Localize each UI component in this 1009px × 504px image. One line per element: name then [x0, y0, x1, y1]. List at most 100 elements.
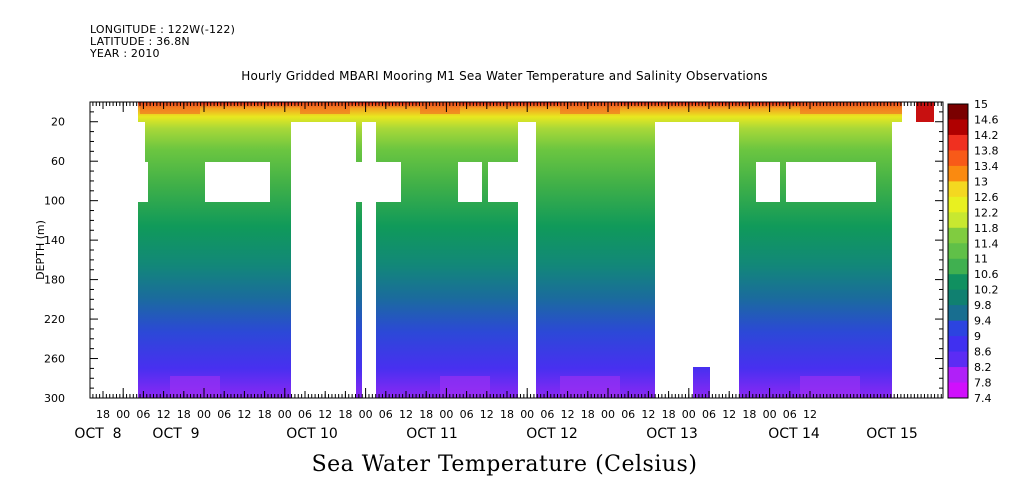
y-tick-label: 140 — [44, 234, 65, 247]
y-tick-label: 60 — [51, 155, 65, 168]
colorbar-swatch — [948, 336, 968, 353]
no-data-gap — [138, 162, 148, 202]
x-hour-label: 00 — [359, 408, 373, 421]
colorbar-label: 7.4 — [974, 392, 992, 405]
no-data-gap — [356, 162, 401, 202]
x-hour-label: 18 — [662, 408, 676, 421]
x-hour-label: 00 — [682, 408, 696, 421]
colorbar-label: 8.2 — [974, 361, 992, 374]
no-data-gap — [488, 162, 518, 202]
x-hour-label: 06 — [621, 408, 635, 421]
variable-title: Sea Water Temperature (Celsius) — [311, 452, 698, 477]
colorbar-swatch — [948, 258, 968, 275]
no-data-gap — [786, 162, 876, 202]
colorbar-label: 11.8 — [974, 222, 999, 235]
x-hour-label: 00 — [197, 408, 211, 421]
x-hour-label: 00 — [116, 408, 130, 421]
colorbar-swatch — [948, 165, 968, 182]
x-hour-label: 18 — [742, 408, 756, 421]
x-hour-label: 06 — [460, 408, 474, 421]
x-hour-label: 06 — [379, 408, 393, 421]
x-day-label: OCT 13 — [646, 426, 698, 442]
y-tick-label: 180 — [44, 274, 65, 287]
x-hour-label: 12 — [399, 408, 413, 421]
x-hour-label: 06 — [217, 408, 231, 421]
x-hour-label: 12 — [480, 408, 494, 421]
metadata-block: LONGITUDE : 122W(-122) LATITUDE : 36.8N … — [90, 24, 235, 60]
colorbar-swatch — [948, 181, 968, 198]
x-hour-label: 18 — [500, 408, 514, 421]
x-hour-label: 18 — [338, 408, 352, 421]
x-hour-label: 00 — [439, 408, 453, 421]
x-hour-label: 12 — [318, 408, 332, 421]
warm-surface-patch — [800, 102, 860, 114]
colorbar-label: 8.6 — [974, 346, 992, 359]
cold-bottom-patch — [440, 376, 490, 398]
y-tick-label: 20 — [51, 116, 65, 129]
year-label: YEAR : 2010 — [90, 47, 160, 60]
x-day-label: OCT 9 — [152, 426, 199, 442]
no-data-gap — [458, 162, 482, 202]
no-data-gap — [756, 162, 780, 202]
x-day-label: OCT 11 — [406, 426, 458, 442]
colorbar-label: 9 — [974, 330, 981, 343]
no-data-gap — [892, 122, 935, 398]
no-data-gap — [710, 122, 739, 398]
colorbar-swatch — [948, 134, 968, 151]
colorbar-swatch — [948, 320, 968, 337]
colorbar-swatch — [948, 274, 968, 291]
colorbar-swatch — [948, 119, 968, 136]
x-hour-label: 18 — [96, 408, 110, 421]
no-data-gap — [90, 102, 138, 398]
x-hour-label: 12 — [641, 408, 655, 421]
colorbar-label: 14.6 — [974, 113, 999, 126]
no-data-gap — [655, 122, 693, 398]
plot-axes: 20 60 100 140 180 220 260 300 DEPTH (m) 18 00 06 12 1… — [34, 101, 944, 442]
cold-bottom-patch — [560, 376, 620, 398]
x-day-label: OCT 12 — [526, 426, 578, 442]
warm-surface-patch — [915, 102, 934, 122]
x-hour-label: 00 — [601, 408, 615, 421]
colorbar-label: 13.4 — [974, 160, 999, 173]
colorbar-label: 10.2 — [974, 284, 999, 297]
colorbar-swatch — [948, 351, 968, 368]
colorbar-label: 14.2 — [974, 129, 999, 142]
x-hour-label: 18 — [258, 408, 272, 421]
x-day-label: OCT 14 — [768, 426, 820, 442]
colorbar-swatch — [948, 104, 968, 120]
no-data-gap — [518, 122, 536, 398]
x-hour-label: 00 — [278, 408, 292, 421]
colorbar-frame — [947, 103, 969, 399]
x-hour-label: 12 — [237, 408, 251, 421]
data-gaps — [90, 102, 935, 398]
x-hour-label: 06 — [702, 408, 716, 421]
colorbar-swatch — [948, 196, 968, 213]
x-hour-label: 12 — [803, 408, 817, 421]
x-hour-label: 06 — [136, 408, 150, 421]
x-hour-label: 12 — [157, 408, 171, 421]
colorbar-swatch — [948, 289, 968, 306]
colorbar-label: 11 — [974, 253, 988, 266]
longitude-label: LONGITUDE : 122W(-122) — [90, 23, 236, 36]
colorbar-swatch — [948, 367, 968, 384]
colorbar-label: 11.4 — [974, 237, 999, 250]
colorbar-label: 12.6 — [974, 191, 999, 204]
no-data-gap — [291, 122, 356, 398]
no-data-gap — [205, 162, 270, 202]
warm-surface-patch — [140, 102, 200, 114]
colorbar-label: 13.8 — [974, 144, 999, 157]
x-hour-label: 00 — [520, 408, 534, 421]
no-data-gap — [138, 122, 145, 162]
x-hour-label: 12 — [561, 408, 575, 421]
colorbar-label: 13 — [974, 175, 988, 188]
x-hour-label: 18 — [177, 408, 191, 421]
colorbar: 15 14.6 14.2 13.8 13.4 13 12.6 12.2 11.8 11.4 11 10… — [947, 98, 999, 405]
no-data-gap — [693, 122, 710, 367]
chart-title: Hourly Gridded MBARI Mooring M1 Sea Wate… — [241, 69, 768, 83]
colorbar-label: 12.2 — [974, 206, 999, 219]
x-hour-label: 00 — [763, 408, 777, 421]
y-tick-label: 100 — [44, 195, 65, 208]
x-day-label: OCT 15 — [866, 426, 918, 442]
x-hour-label: 06 — [298, 408, 312, 421]
colorbar-swatch — [948, 243, 968, 260]
